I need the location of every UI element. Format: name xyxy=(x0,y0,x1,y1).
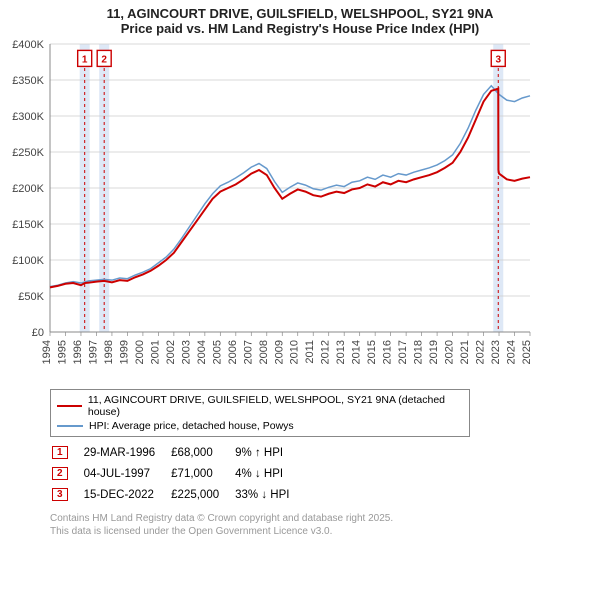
svg-text:£250K: £250K xyxy=(12,147,44,159)
svg-text:2022: 2022 xyxy=(475,340,487,364)
svg-text:2007: 2007 xyxy=(242,340,254,364)
legend-swatch xyxy=(57,405,82,407)
title-address: 11, AGINCOURT DRIVE, GUILSFIELD, WELSHPO… xyxy=(0,6,600,21)
svg-text:2023: 2023 xyxy=(490,340,502,364)
svg-text:2016: 2016 xyxy=(382,340,394,364)
svg-text:2: 2 xyxy=(101,54,107,65)
svg-text:2009: 2009 xyxy=(273,340,285,364)
svg-text:£0: £0 xyxy=(32,327,44,339)
svg-text:2020: 2020 xyxy=(444,340,456,364)
svg-text:2019: 2019 xyxy=(428,340,440,364)
sale-price: £225,000 xyxy=(171,485,233,504)
svg-text:1998: 1998 xyxy=(103,340,115,364)
svg-text:2002: 2002 xyxy=(165,340,177,364)
sale-date: 04-JUL-1997 xyxy=(84,464,170,483)
attribution: Contains HM Land Registry data © Crown c… xyxy=(50,512,600,538)
legend-item: HPI: Average price, detached house, Powy… xyxy=(57,419,463,433)
legend-item: 11, AGINCOURT DRIVE, GUILSFIELD, WELSHPO… xyxy=(57,393,463,419)
svg-text:2008: 2008 xyxy=(258,340,270,364)
table-row: 2 04-JUL-1997£71,0004% ↓ HPI xyxy=(52,464,303,483)
svg-text:2012: 2012 xyxy=(320,340,332,364)
svg-text:2004: 2004 xyxy=(196,340,208,364)
svg-text:1999: 1999 xyxy=(118,340,130,364)
svg-text:1997: 1997 xyxy=(87,340,99,364)
sale-date: 29-MAR-1996 xyxy=(84,443,170,462)
chart-area: £0 £50K £100K £150K £200K £250K £300K £350K £400… xyxy=(0,38,600,383)
sale-delta: 9% ↑ HPI xyxy=(235,443,303,462)
svg-text:3: 3 xyxy=(495,54,501,65)
svg-text:2025: 2025 xyxy=(521,340,533,364)
svg-text:£200K: £200K xyxy=(12,183,44,195)
svg-text:£400K: £400K xyxy=(12,39,44,51)
svg-text:2000: 2000 xyxy=(134,340,146,364)
svg-text:1: 1 xyxy=(82,54,88,65)
sale-date: 15-DEC-2022 xyxy=(84,485,170,504)
svg-text:2015: 2015 xyxy=(366,340,378,364)
sale-marker-box: 2 xyxy=(52,467,68,480)
svg-text:2018: 2018 xyxy=(413,340,425,364)
sale-marker-box: 1 xyxy=(52,446,68,459)
svg-text:2010: 2010 xyxy=(289,340,301,364)
sale-price: £68,000 xyxy=(171,443,233,462)
svg-text:£300K: £300K xyxy=(12,111,44,123)
attribution-line: This data is licensed under the Open Gov… xyxy=(50,525,600,538)
legend-label: 11, AGINCOURT DRIVE, GUILSFIELD, WELSHPO… xyxy=(88,394,463,418)
svg-text:2006: 2006 xyxy=(227,340,239,364)
svg-text:2001: 2001 xyxy=(149,340,161,364)
sale-delta: 33% ↓ HPI xyxy=(235,485,303,504)
sale-marker-box: 3 xyxy=(52,488,68,501)
svg-text:1994: 1994 xyxy=(41,340,53,364)
svg-text:2017: 2017 xyxy=(397,340,409,364)
attribution-line: Contains HM Land Registry data © Crown c… xyxy=(50,512,600,525)
svg-text:£150K: £150K xyxy=(12,219,44,231)
sale-price: £71,000 xyxy=(171,464,233,483)
svg-text:2014: 2014 xyxy=(351,340,363,364)
svg-text:2011: 2011 xyxy=(304,340,316,364)
svg-text:£350K: £350K xyxy=(12,75,44,87)
svg-text:2013: 2013 xyxy=(335,340,347,364)
title-block: 11, AGINCOURT DRIVE, GUILSFIELD, WELSHPO… xyxy=(0,0,600,38)
sale-delta: 4% ↓ HPI xyxy=(235,464,303,483)
svg-text:1995: 1995 xyxy=(56,340,68,364)
svg-text:£50K: £50K xyxy=(18,291,44,303)
svg-text:2021: 2021 xyxy=(459,340,471,364)
line-chart: £0 £50K £100K £150K £200K £250K £300K £350K £400… xyxy=(0,38,540,378)
title-subtitle: Price paid vs. HM Land Registry's House … xyxy=(0,21,600,36)
legend: 11, AGINCOURT DRIVE, GUILSFIELD, WELSHPO… xyxy=(50,389,470,437)
svg-text:2005: 2005 xyxy=(211,340,223,364)
table-row: 3 15-DEC-2022£225,00033% ↓ HPI xyxy=(52,485,303,504)
svg-text:2003: 2003 xyxy=(180,340,192,364)
legend-swatch xyxy=(57,425,83,427)
svg-text:2024: 2024 xyxy=(506,340,518,364)
chart-container: 11, AGINCOURT DRIVE, GUILSFIELD, WELSHPO… xyxy=(0,0,600,590)
table-row: 1 29-MAR-1996£68,0009% ↑ HPI xyxy=(52,443,303,462)
svg-text:1996: 1996 xyxy=(72,340,84,364)
svg-text:£100K: £100K xyxy=(12,255,44,267)
legend-label: HPI: Average price, detached house, Powy… xyxy=(89,420,294,432)
sales-table: 1 29-MAR-1996£68,0009% ↑ HPI 2 04-JUL-1997£… xyxy=(50,441,305,506)
